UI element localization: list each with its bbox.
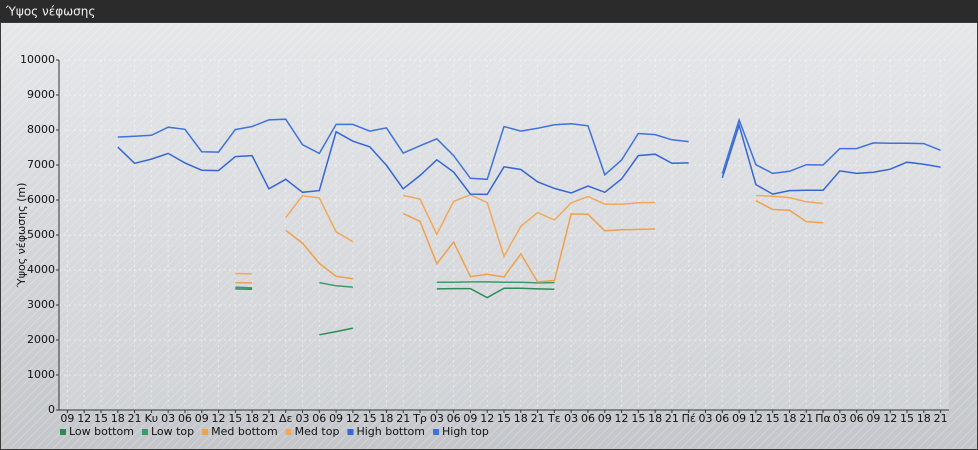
chart-texture	[1, 23, 977, 449]
plot: 0 1000 2000 3000 4000 5000 6000 7000 8000 9000 100…	[20, 53, 949, 438]
x-tick-label: 12	[346, 412, 360, 425]
y-tick-label: 2000	[27, 333, 55, 346]
x-tick-label: 09	[329, 412, 343, 425]
y-tick-label: 8000	[27, 123, 55, 136]
x-tick-label: 15	[766, 412, 780, 425]
legend-label: High top	[442, 425, 489, 438]
title-bar	[0, 0, 978, 22]
x-tick-label: 09	[598, 412, 612, 425]
x-tick-label: Πα	[815, 412, 831, 425]
x-tick-label: 18	[917, 412, 931, 425]
x-tick-label: 15	[94, 412, 108, 425]
series-line	[117, 117, 941, 181]
x-tick-label: 18	[379, 412, 393, 425]
x-tick-label: 03	[430, 412, 444, 425]
x-tick-label: 18	[514, 412, 528, 425]
x-tick-label: 12	[77, 412, 91, 425]
x-tick-label: 21	[396, 412, 410, 425]
series-line	[235, 281, 555, 289]
x-tick-label: 06	[447, 412, 461, 425]
x-tick-label: 21	[128, 412, 142, 425]
legend-label: Med top	[295, 425, 340, 438]
x-tick-label: 18	[245, 412, 259, 425]
x-tick-label: 03	[161, 412, 175, 425]
legend-swatch	[141, 429, 148, 435]
x-tick-label: 12	[749, 412, 763, 425]
x-tick-label: Δε	[279, 412, 293, 425]
x-tick-label: 15	[228, 412, 242, 425]
legend-label: Low bottom	[69, 425, 134, 438]
x-tick-label: 15	[631, 412, 645, 425]
legend-label: Med bottom	[211, 425, 278, 438]
x-tick-label: 21	[665, 412, 679, 425]
y-axis-label: Ύψος νέφωσης (m)	[15, 183, 28, 289]
x-tick-label: 15	[900, 412, 914, 425]
x-tick-label: 18	[111, 412, 125, 425]
y-tick-label: 7000	[27, 158, 55, 171]
x-tick-label: Τε	[547, 412, 561, 425]
y-tick-label: 9000	[27, 88, 55, 101]
x-tick-label: 12	[615, 412, 629, 425]
legend-swatch	[60, 429, 66, 435]
legend-label: Low top	[151, 425, 194, 438]
y-tick-label: 3000	[27, 298, 55, 311]
x-tick-label: 21	[531, 412, 545, 425]
y-tick-label: 0	[48, 403, 55, 416]
x-tick-label: 18	[782, 412, 796, 425]
x-tick-label: 06	[715, 412, 729, 425]
x-tick-label: 09	[463, 412, 477, 425]
x-tick-label: Πέ	[682, 412, 696, 425]
y-tick-label: 5000	[27, 228, 55, 241]
x-tick-label: 21	[934, 412, 948, 425]
x-tick-label: 09	[195, 412, 209, 425]
y-tick-label: 4000	[27, 263, 55, 276]
x-tick-label: 12	[883, 412, 897, 425]
series-line	[235, 193, 824, 275]
y-tick-label: 6000	[27, 193, 55, 206]
legend-swatch	[433, 429, 439, 435]
y-tick-label: 1000	[27, 368, 55, 381]
x-tick-label: 21	[799, 412, 813, 425]
x-tick-label: 15	[497, 412, 511, 425]
window-title: Ύψος νέφωσης	[5, 5, 95, 19]
series-line	[235, 287, 555, 336]
x-tick-label: 12	[480, 412, 494, 425]
x-tick-label: 03	[295, 412, 309, 425]
x-tick-label: 03	[833, 412, 847, 425]
series-line	[117, 122, 941, 196]
x-tick-label: Κυ	[145, 412, 159, 425]
x-tick-label: 09	[732, 412, 746, 425]
x-tick-label: 06	[581, 412, 595, 425]
legend-swatch	[202, 429, 209, 435]
x-tick-label: Τρ	[412, 412, 427, 425]
legend-swatch	[347, 429, 354, 435]
x-tick-label: 06	[178, 412, 192, 425]
x-tick-label: 03	[699, 412, 713, 425]
y-tick-label: 10000	[20, 53, 55, 66]
legend-label: High bottom	[356, 425, 425, 438]
x-tick-label: 06	[850, 412, 864, 425]
x-tick-label: 06	[312, 412, 326, 425]
x-tick-label: 12	[212, 412, 226, 425]
x-tick-label: 03	[564, 412, 578, 425]
x-tick-label: 21	[262, 412, 276, 425]
x-tick-label: 18	[648, 412, 662, 425]
legend-swatch	[285, 429, 292, 435]
x-tick-label: 09	[866, 412, 880, 425]
x-tick-label: 09	[60, 412, 74, 425]
series-line	[235, 200, 824, 284]
x-tick-label: 15	[363, 412, 377, 425]
